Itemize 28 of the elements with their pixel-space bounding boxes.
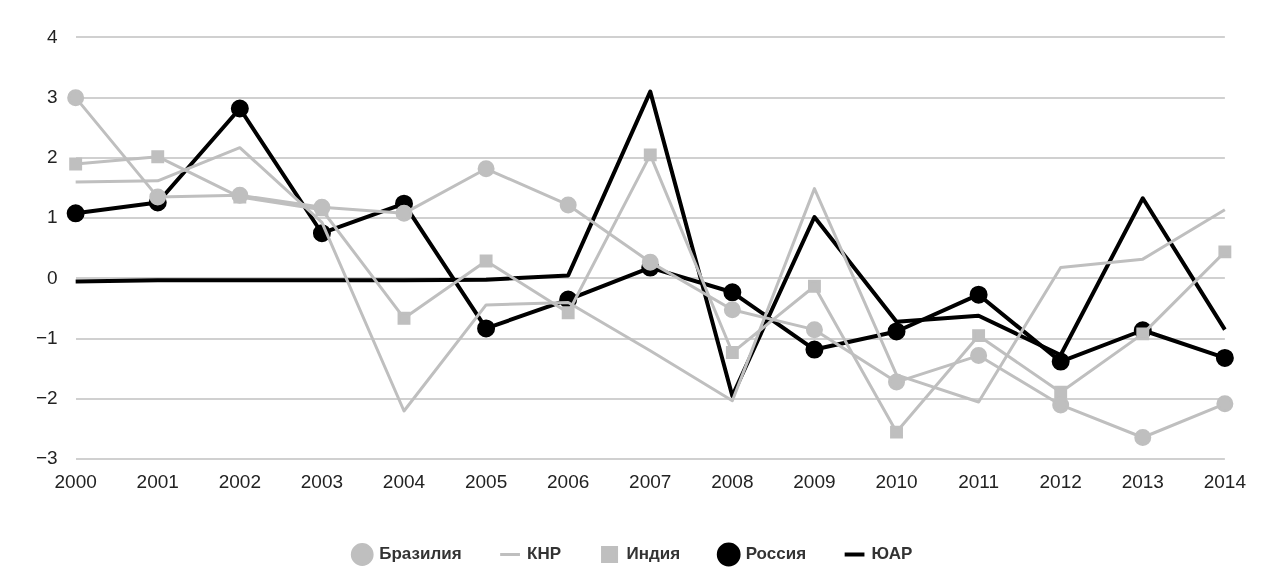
x-tick-label: 2011 xyxy=(958,470,1000,492)
x-tick-label: 2001 xyxy=(136,470,179,492)
legend-label: ЮАР xyxy=(871,544,913,564)
y-tick-label: 4 xyxy=(47,25,59,47)
legend-label: Бразилия xyxy=(379,544,462,564)
x-tick-label: 2008 xyxy=(711,470,754,492)
x-tick-label: 2014 xyxy=(1203,470,1247,492)
x-tick-label: 2000 xyxy=(54,470,97,492)
x-tick-label: 2010 xyxy=(875,470,918,492)
x-tick-label: 2005 xyxy=(464,470,508,492)
legend-label: Индия xyxy=(626,544,681,564)
y-tick-label: 1 xyxy=(47,206,58,228)
y-tick-label: 2 xyxy=(47,146,58,168)
y-tick-label: 3 xyxy=(47,85,58,107)
y-tick-label: −2 xyxy=(35,387,58,409)
x-tick-label: 2004 xyxy=(382,470,426,492)
legend-label: Россия xyxy=(745,544,807,564)
x-tick-label: 2006 xyxy=(547,470,590,492)
x-tick-label: 2003 xyxy=(300,470,344,492)
y-tick-label: −3 xyxy=(35,447,58,469)
x-tick-label: 2002 xyxy=(218,470,261,492)
x-tick-label: 2013 xyxy=(1121,470,1164,492)
x-tick-label: 2012 xyxy=(1039,470,1082,492)
y-tick-label: −1 xyxy=(35,326,58,348)
y-tick-label: 0 xyxy=(47,266,58,288)
x-tick-label: 2009 xyxy=(793,470,836,492)
legend-label: КНР xyxy=(527,544,562,564)
x-tick-label: 2007 xyxy=(629,470,672,492)
